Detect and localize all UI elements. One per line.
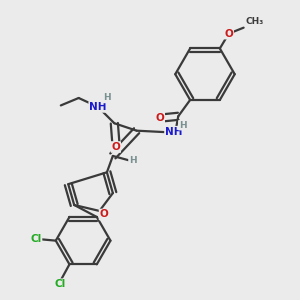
Text: Cl: Cl — [55, 279, 66, 289]
Text: O: O — [100, 209, 108, 220]
Text: H: H — [103, 94, 111, 103]
Text: O: O — [224, 28, 233, 39]
Text: H: H — [179, 121, 187, 130]
Text: NH: NH — [165, 127, 182, 137]
Text: H: H — [129, 156, 136, 165]
Text: NH: NH — [89, 102, 107, 112]
Text: CH₃: CH₃ — [245, 17, 263, 26]
Text: O: O — [155, 113, 164, 123]
Text: O: O — [111, 142, 120, 152]
Text: Cl: Cl — [30, 234, 41, 244]
